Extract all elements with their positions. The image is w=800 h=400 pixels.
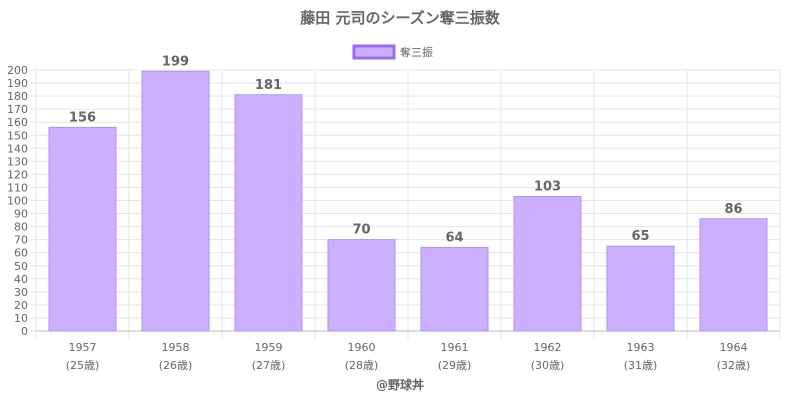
credit-text: @野球丼 — [376, 377, 424, 392]
y-tick-label: 180 — [7, 90, 28, 103]
y-tick-label: 120 — [7, 168, 28, 181]
y-axis-ticks: 0102030405060708090100110120130140150160… — [7, 64, 28, 338]
x-tick-sublabel: (29歳) — [438, 359, 472, 372]
y-tick-label: 30 — [14, 286, 28, 299]
bar — [606, 245, 675, 332]
bar — [699, 218, 768, 332]
x-tick-sublabel: (32歳) — [717, 359, 751, 372]
bar — [234, 94, 303, 332]
y-tick-label: 90 — [14, 208, 28, 221]
x-tick-label: 1958 — [162, 341, 190, 354]
bar — [327, 239, 396, 332]
x-tick-label: 1957 — [69, 341, 97, 354]
data-label: 181 — [255, 78, 282, 93]
y-tick-label: 130 — [7, 155, 28, 168]
x-tick-sublabel: (28歳) — [345, 359, 379, 372]
legend-swatch — [352, 44, 396, 60]
bar — [48, 126, 117, 332]
x-tick-sublabel: (30歳) — [531, 359, 565, 372]
data-label: 70 — [352, 223, 370, 238]
y-tick-label: 40 — [14, 273, 28, 286]
chart-title: 藤田 元司のシーズン奪三振数 — [300, 9, 500, 27]
y-tick-label: 200 — [7, 64, 28, 77]
y-tick-label: 70 — [14, 234, 28, 247]
bar — [420, 246, 489, 332]
data-label: 65 — [631, 229, 649, 244]
x-tick-sublabel: (26歳) — [159, 359, 193, 372]
y-tick-label: 190 — [7, 77, 28, 90]
y-tick-label: 60 — [14, 247, 28, 260]
bar — [513, 196, 582, 332]
x-tick-label: 1964 — [720, 341, 748, 354]
y-tick-label: 50 — [14, 260, 28, 273]
y-tick-label: 80 — [14, 221, 28, 234]
y-tick-label: 20 — [14, 299, 28, 312]
data-labels: 156 199 181 70 64 103 65 86 — [69, 54, 743, 245]
x-tick-label: 1962 — [534, 341, 562, 354]
x-tick-sublabel: (25歳) — [66, 359, 100, 372]
y-tick-label: 0 — [21, 325, 28, 338]
x-tick-label: 1959 — [255, 341, 283, 354]
data-label: 64 — [445, 230, 463, 245]
data-label: 103 — [534, 180, 561, 195]
y-tick-label: 150 — [7, 129, 28, 142]
x-axis-labels: 1957 (25歳) 1958 (26歳) 1959 (27歳) 1960 (28歳) 1961… — [66, 341, 751, 372]
y-tick-label: 140 — [7, 142, 28, 155]
y-tick-label: 110 — [7, 181, 28, 194]
y-tick-label: 160 — [7, 116, 28, 129]
x-tick-sublabel: (31歳) — [624, 359, 658, 372]
x-tick-label: 1960 — [348, 341, 376, 354]
data-label: 86 — [724, 202, 742, 217]
legend-label: 奪三振 — [400, 45, 433, 59]
y-tick-label: 100 — [7, 195, 28, 208]
legend: 奪三振 — [352, 44, 433, 60]
bars — [48, 70, 768, 332]
data-label: 199 — [162, 54, 189, 69]
data-label: 156 — [69, 110, 96, 125]
y-tick-label: 170 — [7, 103, 28, 116]
x-tick-sublabel: (27歳) — [252, 359, 286, 372]
x-tick-label: 1961 — [441, 341, 469, 354]
x-tick-label: 1963 — [627, 341, 655, 354]
bar — [141, 70, 210, 332]
y-tick-label: 10 — [14, 312, 28, 325]
